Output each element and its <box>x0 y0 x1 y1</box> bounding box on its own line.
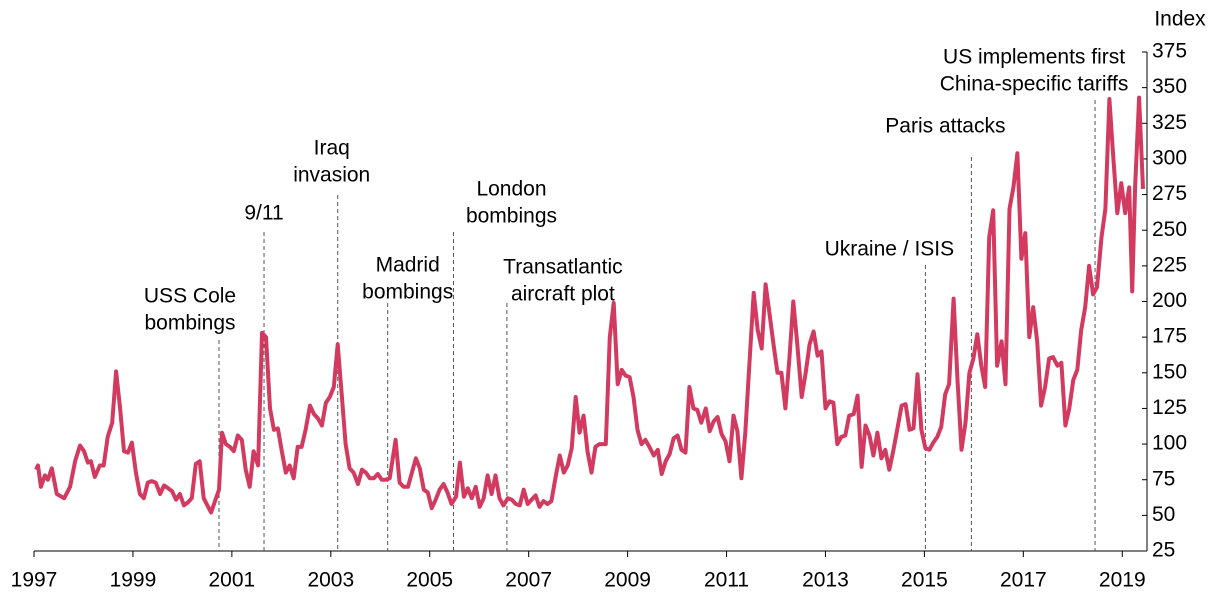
y-tick-label: 175 <box>1152 325 1187 348</box>
event-label: invasion <box>293 164 370 187</box>
y-tick-label: 125 <box>1152 396 1187 419</box>
y-tick-label: 100 <box>1152 432 1187 455</box>
x-tick-label: 2011 <box>704 569 749 592</box>
event-label: bombings <box>144 312 235 335</box>
y-tick-label: 25 <box>1152 539 1175 562</box>
y-tick-label: 275 <box>1152 182 1187 205</box>
y-tick-label: 200 <box>1152 289 1187 312</box>
x-tick-label: 2003 <box>307 569 354 592</box>
x-tick-label: 2007 <box>505 569 552 592</box>
event-label: bombings <box>466 205 557 228</box>
data-line <box>34 95 1145 515</box>
event-label: London <box>476 178 546 201</box>
y-axis-label: Index <box>1154 8 1206 31</box>
y-tick-label: 375 <box>1152 40 1187 63</box>
event-label: Iraq <box>314 137 350 160</box>
event-label: 9/11 <box>244 202 283 225</box>
y-tick-label: 50 <box>1152 503 1175 526</box>
x-tick-label: 2009 <box>604 569 651 592</box>
x-tick-label: 1997 <box>11 569 58 592</box>
x-tick-label: 1999 <box>110 569 157 592</box>
x-tick-label: 2001 <box>209 569 256 592</box>
event-label: aircraft plot <box>511 283 615 306</box>
event-label: Madrid <box>376 254 440 277</box>
y-tick-label: 225 <box>1152 253 1187 276</box>
x-tick-label: 2005 <box>406 569 453 592</box>
x-tick-label: 2013 <box>802 569 849 592</box>
x-tick-label: 2019 <box>1099 569 1146 592</box>
y-tick-label: 75 <box>1152 467 1175 490</box>
event-label: Ukraine / ISIS <box>825 238 955 261</box>
y-tick-label: 150 <box>1152 360 1187 383</box>
event-label: US implements first <box>943 46 1125 69</box>
y-tick-label: 325 <box>1152 111 1187 134</box>
x-tick-label: 2015 <box>901 569 948 592</box>
event-label: bombings <box>362 281 453 304</box>
event-label: Paris attacks <box>885 115 1005 138</box>
event-label: China-specific tariffs <box>940 73 1129 96</box>
y-tick-label: 250 <box>1152 218 1187 241</box>
event-label: USS Cole <box>144 285 236 308</box>
y-tick-label: 300 <box>1152 146 1187 169</box>
y-tick-label: 350 <box>1152 75 1187 98</box>
x-tick-label: 2017 <box>1000 569 1047 592</box>
event-label: Transatlantic <box>503 256 622 279</box>
